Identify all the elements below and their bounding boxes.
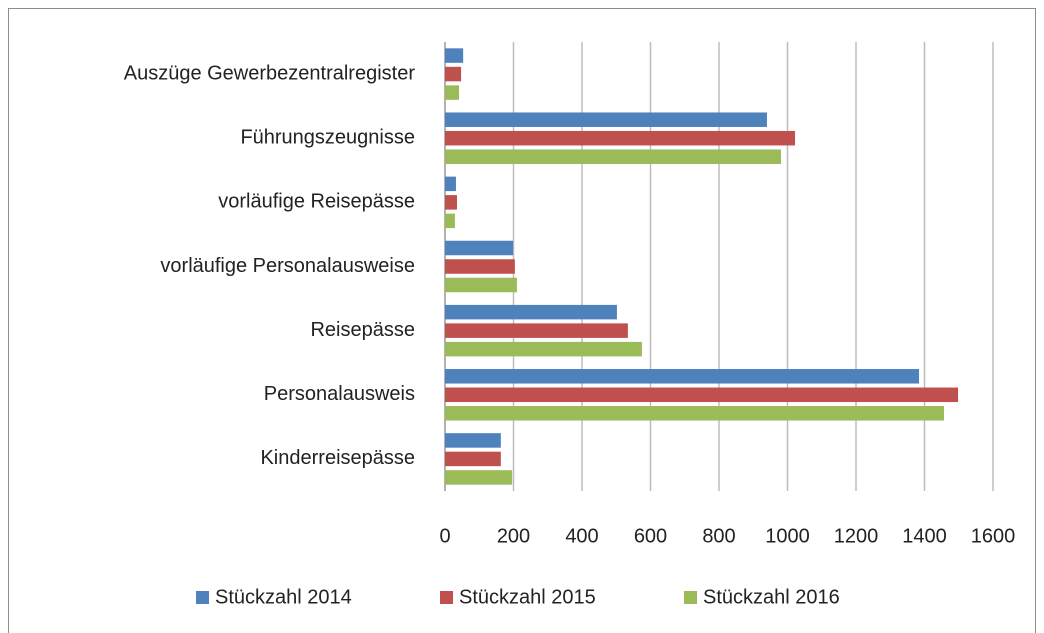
y-tick-label: Auszüge Gewerbezentralregister: [124, 62, 416, 84]
y-tick-label: Personalausweis: [264, 383, 415, 405]
bar: [445, 369, 920, 384]
bar: [445, 66, 462, 82]
y-tick-label: Kinderreisepässe: [260, 447, 415, 469]
bar: [445, 387, 959, 403]
bar: [445, 240, 514, 256]
x-tick-label: 0: [439, 525, 450, 547]
bar: [445, 195, 457, 210]
y-tick-label: vorläufige Reisepässe: [218, 191, 415, 213]
bar: [445, 433, 501, 448]
bar: [445, 341, 642, 357]
bar: [445, 406, 945, 421]
bar: [445, 130, 796, 146]
bar: [445, 176, 456, 192]
bar: [445, 112, 767, 127]
bar: [445, 451, 501, 467]
x-tick-label: 1400: [902, 525, 947, 547]
legend-swatch: [440, 591, 453, 604]
legend-label: Stückzahl 2014: [215, 586, 352, 608]
legend-swatch: [196, 591, 209, 604]
legend-label: Stückzahl 2015: [459, 586, 596, 608]
x-tick-label: 1200: [834, 525, 879, 547]
bar: [445, 85, 460, 100]
x-tick-label: 400: [565, 525, 598, 547]
x-tick-label: 600: [634, 525, 667, 547]
x-tick-label: 200: [497, 525, 530, 547]
y-tick-label: Reisepässe: [310, 319, 415, 341]
bar: [445, 48, 464, 63]
bar: [445, 323, 628, 338]
legend-label: Stückzahl 2016: [703, 586, 840, 608]
x-tick-label: 1600: [971, 525, 1016, 547]
bar: [445, 259, 515, 274]
bar: [445, 304, 617, 320]
legend-swatch: [684, 591, 697, 604]
bar: [445, 149, 781, 164]
bar: [445, 213, 455, 229]
bar: [445, 277, 517, 293]
x-tick-label: 1000: [765, 525, 810, 547]
x-tick-label: 800: [702, 525, 735, 547]
bar: [445, 470, 513, 485]
y-tick-label: vorläufige Personalausweise: [160, 255, 415, 277]
y-tick-label: Führungszeugnisse: [240, 126, 415, 148]
chart-frame: [8, 8, 1036, 633]
